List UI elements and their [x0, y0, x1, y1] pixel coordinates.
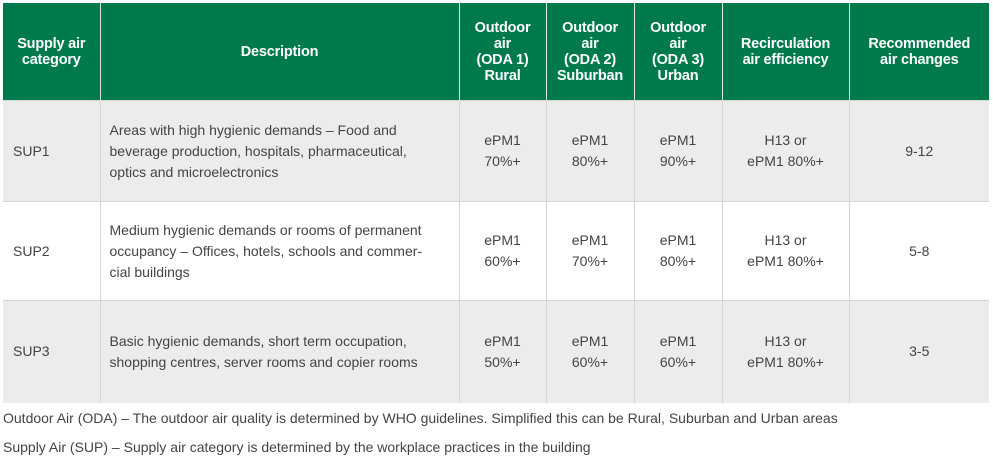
supply-air-table: Supply air category Description Outdoor air(…	[3, 3, 989, 403]
header-oda1: Outdoor air (ODA 1) Rural	[458, 3, 546, 101]
cell-line: Medium hygienic demands or rooms of perm…	[109, 221, 422, 238]
cell-line: ePM1	[484, 232, 521, 248]
header-line: Description	[240, 43, 319, 60]
header-line: Outdoor	[474, 19, 531, 36]
header-row: Supply air category Description Outdoor air(…	[3, 3, 989, 101]
cell-oda1: ePM1 60%+	[458, 201, 546, 301]
cell-line: ePM1	[659, 332, 697, 349]
cell-line: 60%+	[484, 253, 521, 269]
header-line: Supply air	[17, 35, 86, 52]
cell-line: ePM1	[484, 332, 521, 349]
table-row: SUP1 Areas with high hygienic demands – F…	[3, 100, 989, 202]
cell-line: H13 or	[764, 332, 807, 349]
cell-category: SUP1	[3, 100, 100, 202]
cell-line: ePM1	[484, 132, 521, 148]
header-air-changes: Recommended air changes	[848, 3, 989, 101]
cell-line: ePM1	[571, 132, 609, 148]
cell-line: 80%+	[659, 253, 697, 269]
cell-recirculation: H13 or ePM1 80%+	[721, 100, 849, 202]
cell-description: Basic hygienic demands, short term occup…	[99, 300, 459, 403]
cell-air-changes: 5-8	[848, 201, 989, 301]
cell-oda2: ePM1 60%+	[545, 300, 634, 403]
header-category: Supply air category	[3, 3, 100, 101]
header-line: Suburban	[556, 67, 624, 84]
header-line: Rural	[484, 67, 521, 84]
header-line: air efficiency	[742, 51, 829, 68]
cell-description: Medium hygienic demands or rooms of perm…	[99, 201, 459, 301]
cell-line: 80%+	[571, 153, 609, 169]
cell-oda1: ePM1 70%+	[458, 100, 546, 202]
cell-line: ePM1	[571, 232, 609, 248]
cell-line: shopping centres, server rooms and copie…	[109, 353, 418, 370]
header-line: air	[581, 35, 599, 52]
header-line: category	[21, 51, 81, 68]
cell-line: ePM1	[571, 332, 609, 349]
cell-line: cial buildings	[109, 263, 190, 280]
cell-line: H13 or	[764, 132, 807, 148]
footnote-sup: Supply Air (SUP) – Supply air category i…	[3, 439, 591, 455]
cell-line: ePM1 80%+	[747, 253, 824, 269]
cell-description: Areas with high hygienic demands – Food …	[99, 100, 459, 202]
header-oda3: Outdoor air (ODA 3) Urban	[633, 3, 722, 101]
cell-line: 60%+	[571, 353, 609, 370]
cell-line: 90%+	[659, 153, 697, 169]
cell-line: 60%+	[659, 353, 697, 370]
header-line: Outdoor	[562, 19, 618, 36]
table-row: SUP2 Medium hygienic demands or rooms of …	[3, 201, 989, 301]
footnote-oda: Outdoor Air (ODA) – The outdoor air qual…	[3, 410, 838, 426]
cell-oda1: ePM1 50%+	[458, 300, 546, 403]
header-line: (ODA 3)	[651, 51, 705, 68]
header-line: (ODA 1)	[476, 51, 529, 68]
cell-line: ePM1 80%+	[747, 153, 824, 169]
cell-recirculation: H13 or ePM1 80%+	[721, 201, 849, 301]
cell-recirculation: H13 or ePM1 80%+	[721, 300, 849, 403]
cell-oda3: ePM1 90%+	[633, 100, 722, 202]
header-line: Recommended	[868, 35, 971, 52]
cell-oda3: ePM1 60%+	[633, 300, 722, 403]
cell-oda2: ePM1 70%+	[545, 201, 634, 301]
cell-air-changes: 3-5	[848, 300, 989, 403]
cell-line: ePM1 80%+	[747, 353, 824, 370]
header-line: air	[669, 35, 687, 52]
header-oda2: Outdoor air (ODA 2) Suburban	[545, 3, 634, 101]
cell-line: Areas with high hygienic demands – Food …	[109, 121, 397, 138]
cell-line: 50%+	[484, 353, 521, 370]
cell-line: 70%+	[484, 153, 521, 169]
cell-line: optics and microelectronics	[109, 163, 279, 180]
cell-line: occupancy – Offices, hotels, schools and…	[109, 242, 423, 259]
cell-oda3: ePM1 80%+	[633, 201, 722, 301]
header-line: air changes	[880, 51, 959, 68]
cell-line: 70%+	[571, 253, 609, 269]
cell-line: beverage production, hospitals, pharmace…	[109, 142, 407, 159]
header-recirculation: Recirculation air efficiency	[721, 3, 849, 101]
header-line: Outdoor	[650, 19, 706, 36]
cell-line: H13 or	[764, 232, 807, 248]
cell-air-changes: 9-12	[848, 100, 989, 202]
header-line: Urban	[657, 67, 699, 84]
table-row: SUP3 Basic hygienic demands, short term o…	[3, 300, 989, 403]
cell-line: ePM1	[659, 232, 697, 248]
cell-oda2: ePM1 80%+	[545, 100, 634, 202]
cell-category: SUP3	[3, 300, 100, 403]
header-description: Description	[99, 3, 459, 101]
header-line: (ODA 2)	[563, 51, 617, 68]
cell-category: SUP2	[3, 201, 100, 301]
cell-line: Basic hygienic demands, short term occup…	[109, 332, 407, 349]
cell-line: ePM1	[659, 132, 697, 148]
header-line: air	[493, 35, 512, 52]
header-line: Recirculation	[740, 35, 831, 52]
